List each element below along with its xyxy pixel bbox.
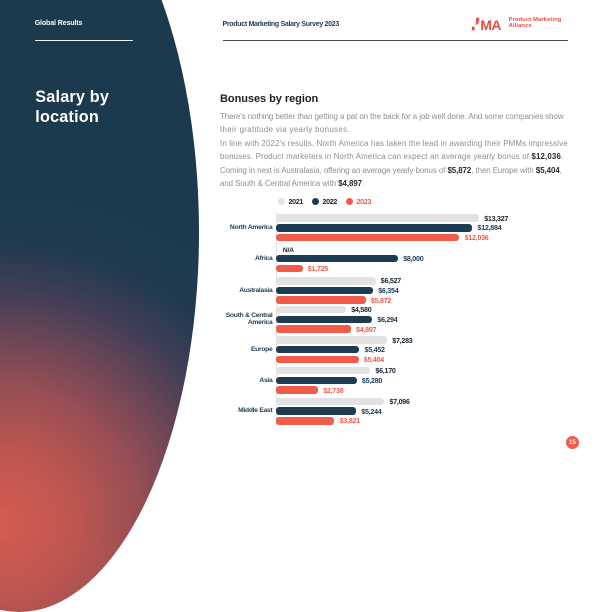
svg-text:MA: MA [480, 17, 501, 32]
